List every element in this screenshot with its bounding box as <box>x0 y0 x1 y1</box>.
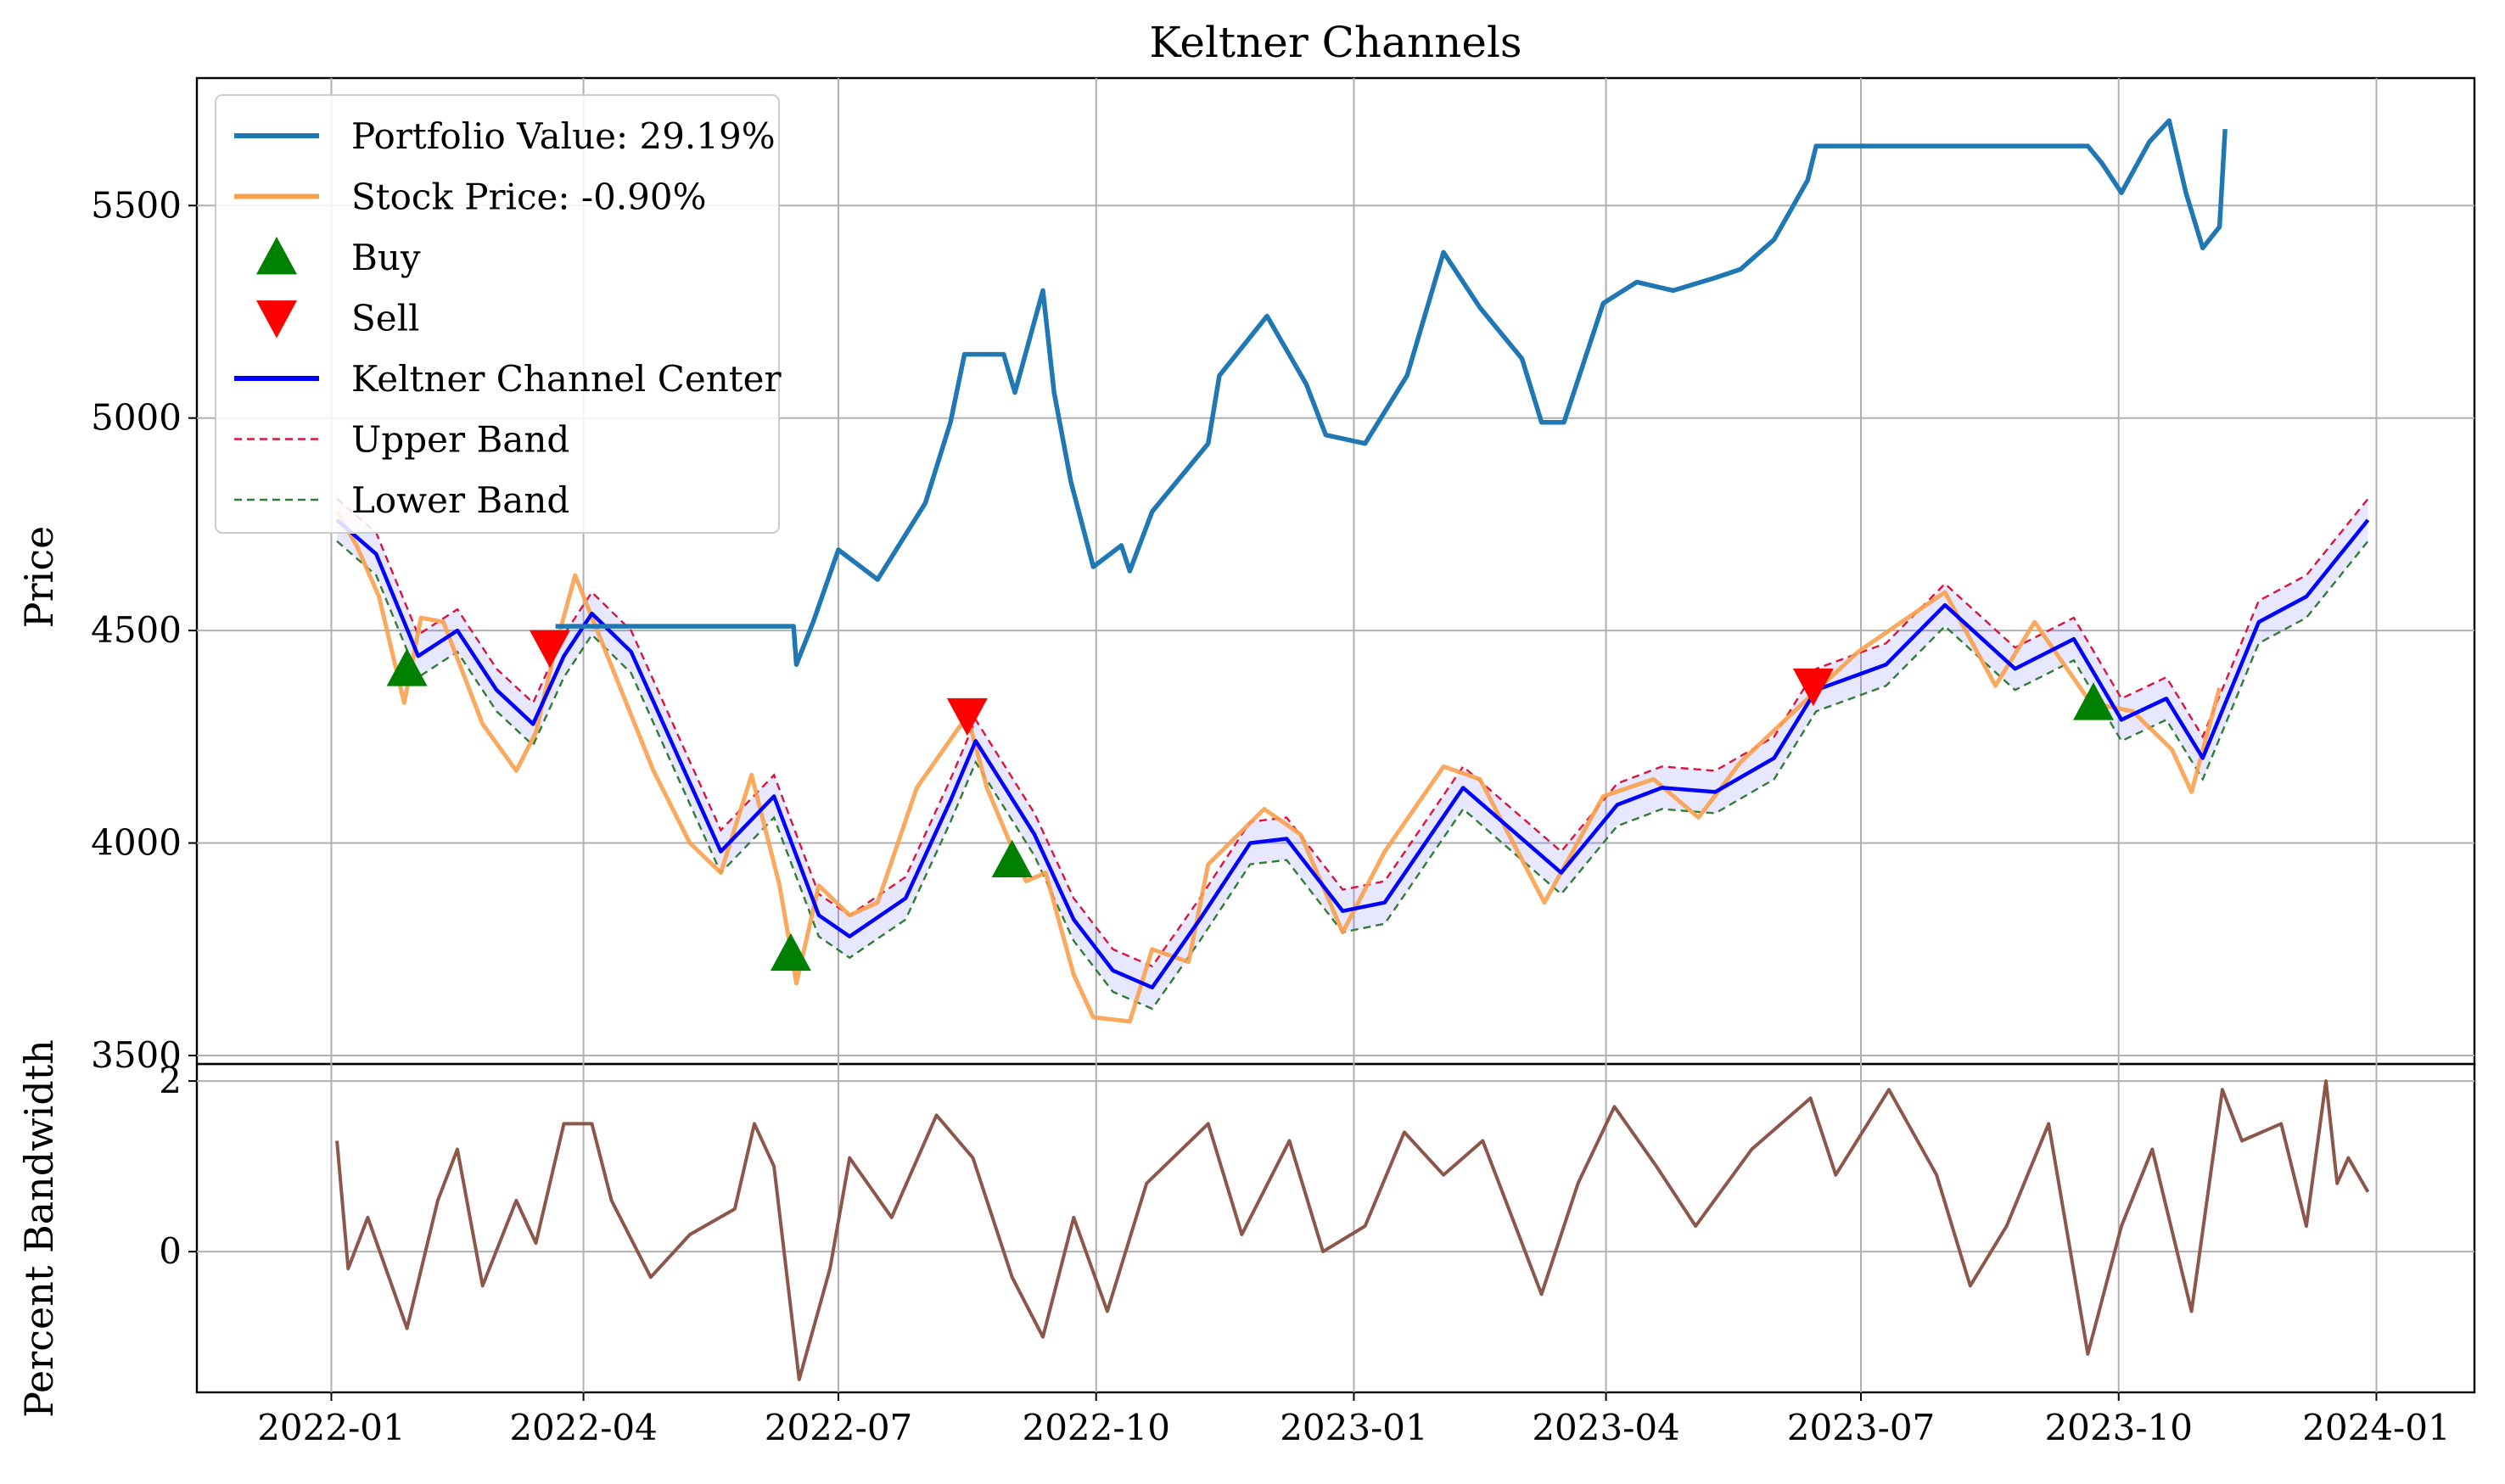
grid-lines <box>197 78 2474 1392</box>
y-tick-label-bottom: 0 <box>159 1230 182 1272</box>
percent-bandwidth-line <box>335 1079 2370 1381</box>
y-axis-title-percent-bandwidth: Percent Bandwidth <box>16 1039 62 1418</box>
legend-handle-sell <box>256 300 297 339</box>
x-tick-label: 2022-10 <box>1022 1407 1170 1448</box>
portfolio-value-line <box>555 118 2228 667</box>
legend-box <box>215 94 780 534</box>
legend-label-center: Keltner Channel Center <box>351 358 782 400</box>
sell-marker <box>1792 668 1834 707</box>
keltner-band-fill <box>337 498 2368 1009</box>
x-tick-label: 2022-04 <box>509 1407 658 1448</box>
legend-label-portfolio: Portfolio Value: 29.19% <box>351 115 776 157</box>
y-axis-title-price: Price <box>16 526 62 629</box>
keltner-band-layer <box>336 497 2369 1011</box>
legend-label-sell: Sell <box>351 298 420 339</box>
trade-markers <box>386 630 2115 972</box>
x-tick-label: 2023-07 <box>1787 1407 1936 1448</box>
x-tick-label: 2023-01 <box>1280 1407 1428 1448</box>
bandwidth-panel-frame <box>195 1062 2476 1394</box>
stock-price-line <box>334 510 2222 1024</box>
buy-marker <box>386 648 428 686</box>
buy-marker <box>2073 682 2115 720</box>
x-tick-label: 2022-01 <box>257 1407 406 1448</box>
axis-ticks: 2022-01 2022-04 2022-07 2022-10 2023-01 2023-… <box>91 184 2451 1448</box>
y-tick-label-top: 5000 <box>91 397 182 439</box>
y-tick-label-top: 4000 <box>91 822 182 864</box>
x-tick-label: 2023-10 <box>2044 1407 2193 1448</box>
legend-label-buy: Buy <box>351 237 421 278</box>
lower-band-line <box>336 540 2369 1011</box>
keltner-center-line <box>335 518 2370 990</box>
x-tick-label: 2024-01 <box>2302 1407 2451 1448</box>
upper-band-line <box>336 497 2369 968</box>
legend-label-lower: Lower Band <box>351 479 569 521</box>
y-tick-label-bottom: 2 <box>159 1060 182 1101</box>
percent-bandwidth-layer <box>335 1079 2370 1381</box>
sell-marker <box>946 697 988 736</box>
legend: Portfolio Value: 29.19% Stock Price: -0.9… <box>215 94 782 534</box>
buy-marker <box>991 839 1033 877</box>
legend-label-upper: Upper Band <box>351 419 569 461</box>
x-tick-label: 2023-04 <box>1532 1407 1680 1448</box>
x-tick-label: 2022-07 <box>765 1407 913 1448</box>
y-tick-label-top: 5500 <box>91 184 182 226</box>
y-tick-label-top: 3500 <box>91 1034 182 1076</box>
legend-handle-buy <box>256 237 297 275</box>
y-tick-label-top: 4500 <box>91 609 182 651</box>
chart-title: Keltner Channels <box>1149 18 1521 67</box>
buy-marker <box>770 932 811 972</box>
sell-marker <box>529 630 570 669</box>
legend-label-stock: Stock Price: -0.90% <box>351 176 707 218</box>
